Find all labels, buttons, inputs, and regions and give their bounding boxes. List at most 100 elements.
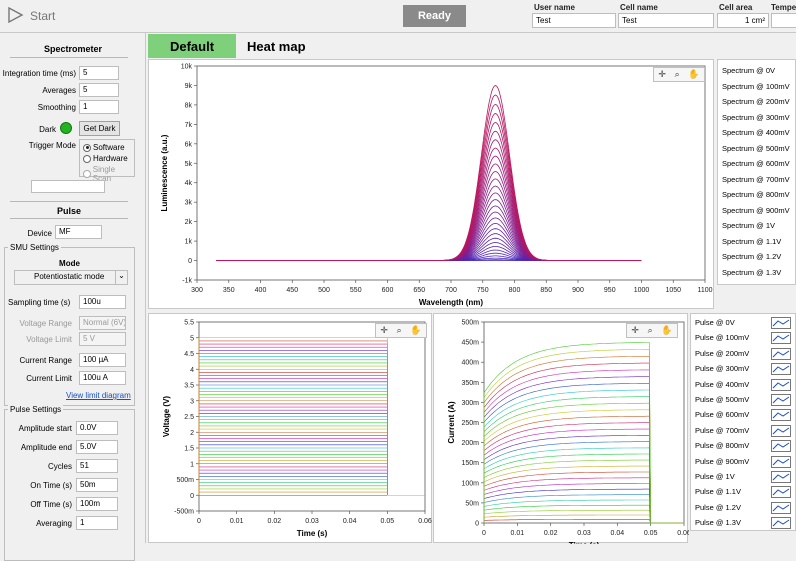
plot-style-icon[interactable] [771, 455, 791, 468]
current-series-line [483, 389, 684, 524]
trigger-radio-single-scan[interactable]: Single Scan [83, 165, 134, 183]
y-tick-label: 200m [461, 440, 479, 447]
temperature-input[interactable] [771, 13, 796, 28]
x-tick-label: 0.06 [677, 530, 689, 537]
plot-style-icon[interactable] [771, 424, 791, 437]
y-tick-label: 1.5 [184, 446, 194, 453]
zoom-icon[interactable]: ⌕ [647, 325, 653, 335]
pan-hand-icon[interactable]: ✋ [688, 69, 700, 79]
plot-style-icon[interactable] [771, 517, 791, 530]
plot-style-icon[interactable] [771, 486, 791, 499]
zoom-icon[interactable]: ⌕ [396, 325, 402, 335]
current-range-label: Current Range [19, 356, 72, 365]
dark-label: Dark [39, 125, 56, 134]
mode-label: Mode [59, 259, 80, 268]
current-series-line [483, 483, 684, 524]
sampling-time-input[interactable]: 100u [79, 295, 126, 309]
voltage-limit-label: Voltage Limit [26, 335, 72, 344]
current-series-line [483, 519, 684, 524]
y-tick-label: 6k [185, 141, 193, 148]
current-series-line [483, 355, 684, 524]
smoothing-input[interactable]: 1 [79, 100, 119, 114]
plot-style-icon[interactable] [771, 363, 791, 376]
plot-style-icon[interactable] [771, 501, 791, 514]
current-chart[interactable]: 0 0.01 0.02 0.03 0.04 0.05 0.06 0 50m 100m 150m 200… [434, 314, 689, 545]
trigger-option-label: Software [93, 143, 125, 152]
x-tick-label: 0.05 [644, 530, 658, 537]
y-tick-label: 50m [465, 500, 479, 507]
averaging-input[interactable]: 1 [76, 516, 118, 530]
device-input[interactable]: MF [55, 225, 102, 239]
y-tick-label: 300m [461, 400, 479, 407]
plot-style-icon[interactable] [771, 394, 791, 406]
plot-style-icon[interactable] [771, 378, 791, 391]
plot-style-icon[interactable] [771, 471, 791, 483]
spectrum-chart[interactable]: 300 350 400 450 500 550 600 650 700 750 800 850 900 9… [149, 60, 715, 310]
y-tick-label: 250m [461, 420, 479, 427]
averages-input[interactable]: 5 [79, 83, 119, 97]
tab-default[interactable]: Default [148, 34, 236, 58]
pulse-legend-item: Pulse @ 200mV [695, 348, 750, 358]
y-tick-label: 2.5 [184, 414, 194, 421]
x-tick-label: 900 [572, 287, 584, 294]
x-tick-label: 0.06 [418, 518, 432, 525]
y-tick-label: 10k [181, 64, 193, 71]
spectrum-legend: Spectrum @ 0V Spectrum @ 100mV Spectrum @ … [717, 59, 796, 285]
x-tick-label: 0.04 [611, 530, 625, 537]
trigger-mode-label: Trigger Mode [28, 141, 76, 150]
y-tick-label: 2k [185, 219, 193, 226]
current-range-select[interactable]: 100 µA [79, 353, 126, 367]
x-axis-label: Wavelength (nm) [419, 298, 483, 307]
trigger-radio-hardware[interactable]: Hardware [83, 154, 128, 163]
crosshair-icon[interactable]: ✛ [658, 69, 666, 79]
pulse-legend-item: Pulse @ 100mV [695, 333, 750, 343]
view-limit-diagram-link[interactable]: View limit diagram [66, 391, 131, 400]
current-limit-input[interactable]: 100u A [79, 371, 126, 385]
pulse-legend-item: Pulse @ 400mV [695, 379, 750, 389]
integration-time-input[interactable]: 5 [79, 66, 119, 80]
start-button[interactable]: Start [6, 5, 55, 27]
plot-style-icon[interactable] [771, 317, 791, 329]
spectrum-legend-item: Spectrum @ 200mV [722, 97, 790, 106]
get-dark-button[interactable]: Get Dark [79, 121, 120, 136]
on-time-input[interactable]: 50m [76, 478, 118, 492]
cell-name-input[interactable]: Test [618, 13, 714, 28]
temperature-label: Tempe [771, 3, 796, 12]
cycles-input[interactable]: 51 [76, 459, 118, 473]
voltage-range-select[interactable]: Normal (6V) [79, 316, 126, 330]
mode-select[interactable]: Potentiostatic mode ⌄ [14, 270, 128, 285]
current-series-line [483, 509, 684, 524]
spectrum-legend-item: Spectrum @ 300mV [722, 112, 790, 122]
pulse-legend-item: Pulse @ 800mV [695, 441, 750, 451]
pan-hand-icon[interactable]: ✋ [410, 325, 422, 335]
amplitude-start-input[interactable]: 0.0V [76, 421, 118, 435]
y-tick-label: 5.5 [184, 320, 194, 327]
cell-area-input[interactable]: 1 cm² [717, 13, 769, 28]
plot-style-icon[interactable] [771, 332, 791, 345]
plot-style-icon[interactable] [771, 409, 791, 422]
plot-style-icon[interactable] [771, 347, 791, 360]
current-series-line [483, 514, 684, 524]
x-tick-label: 0.04 [343, 518, 357, 525]
x-tick-label: 500 [318, 287, 330, 294]
pan-hand-icon[interactable]: ✋ [661, 325, 673, 335]
x-tick-label: 300 [191, 287, 203, 294]
plot-style-icon[interactable] [771, 440, 791, 453]
user-name-input[interactable]: Test [532, 13, 616, 28]
x-tick-label: 550 [350, 287, 362, 294]
tab-heat-map[interactable]: Heat map [247, 38, 306, 54]
status-badge: Ready [403, 5, 466, 27]
spectrum-legend-item: Spectrum @ 400mV [722, 128, 790, 137]
y-tick-label: 100m [461, 480, 479, 487]
crosshair-icon[interactable]: ✛ [631, 325, 639, 335]
trigger-radio-software[interactable]: Software [83, 143, 125, 152]
smu-settings-group [4, 247, 135, 406]
amplitude-end-input[interactable]: 5.0V [76, 440, 118, 454]
voltage-chart[interactable]: 0 0.01 0.02 0.03 0.04 0.05 0.06-500m0500m11.52… [149, 314, 433, 544]
voltage-limit-input[interactable]: 5 V [79, 332, 126, 346]
off-time-input[interactable]: 100m [76, 497, 118, 511]
y-tick-label: 0 [190, 493, 194, 500]
crosshair-icon[interactable]: ✛ [380, 325, 388, 335]
current-series-line [483, 459, 684, 524]
zoom-icon[interactable]: ⌕ [674, 69, 680, 79]
